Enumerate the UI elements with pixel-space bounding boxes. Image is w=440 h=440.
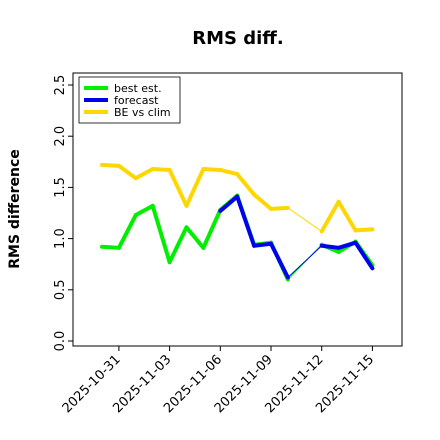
series-segment bbox=[116, 213, 138, 250]
plot-frame bbox=[72, 72, 403, 347]
chart-title: RMS diff. bbox=[192, 28, 283, 49]
series-segment bbox=[287, 207, 323, 232]
series-segment bbox=[218, 194, 240, 213]
series-segment bbox=[201, 207, 223, 250]
series-layer bbox=[100, 162, 375, 282]
series-segment bbox=[133, 203, 155, 218]
series-segment bbox=[336, 199, 358, 233]
y-tick-label: 2.5 bbox=[53, 75, 68, 96]
series-segment bbox=[319, 199, 341, 234]
legend-label: BE vs clim bbox=[114, 106, 171, 119]
series-segment bbox=[252, 241, 273, 248]
y-tick-label: 1.0 bbox=[53, 228, 68, 249]
series-segment bbox=[336, 240, 358, 250]
series-segment bbox=[287, 245, 323, 279]
series-segment bbox=[269, 205, 290, 211]
series-segment bbox=[133, 166, 155, 181]
series-segment bbox=[100, 244, 121, 250]
series-segment bbox=[353, 227, 375, 233]
series-segment bbox=[235, 172, 257, 197]
series-segment bbox=[235, 194, 257, 248]
series-forecast bbox=[218, 194, 375, 280]
x-axis: 2025-10-312025-11-032025-11-062025-11-09… bbox=[60, 346, 377, 416]
series-segment bbox=[184, 166, 206, 208]
series-segment bbox=[319, 243, 341, 250]
series-segment bbox=[150, 203, 172, 265]
series-be-vs-clim bbox=[100, 162, 375, 234]
y-tick-label: 0.0 bbox=[53, 331, 68, 352]
legend-label: forecast bbox=[114, 94, 159, 107]
series-segment bbox=[269, 241, 290, 280]
series-segment bbox=[353, 240, 375, 271]
series-segment bbox=[116, 163, 138, 181]
series-segment bbox=[167, 225, 189, 265]
y-axis: 0.0 0.5 1.0 1.5 2.0 2.5 bbox=[53, 75, 73, 352]
series-segment bbox=[184, 225, 206, 250]
series-segment bbox=[100, 162, 121, 168]
series-segment bbox=[150, 166, 172, 172]
series-segment bbox=[252, 192, 273, 211]
series-segment bbox=[201, 166, 223, 172]
series-segment bbox=[218, 167, 240, 177]
y-axis-label: RMS difference bbox=[7, 149, 23, 269]
y-tick-label: 1.5 bbox=[53, 177, 68, 198]
legend-label: best est. bbox=[114, 82, 162, 95]
y-tick-label: 2.0 bbox=[53, 126, 68, 147]
series-best-est- bbox=[100, 193, 375, 282]
y-tick-label: 0.5 bbox=[53, 279, 68, 300]
series-segment bbox=[167, 167, 189, 208]
